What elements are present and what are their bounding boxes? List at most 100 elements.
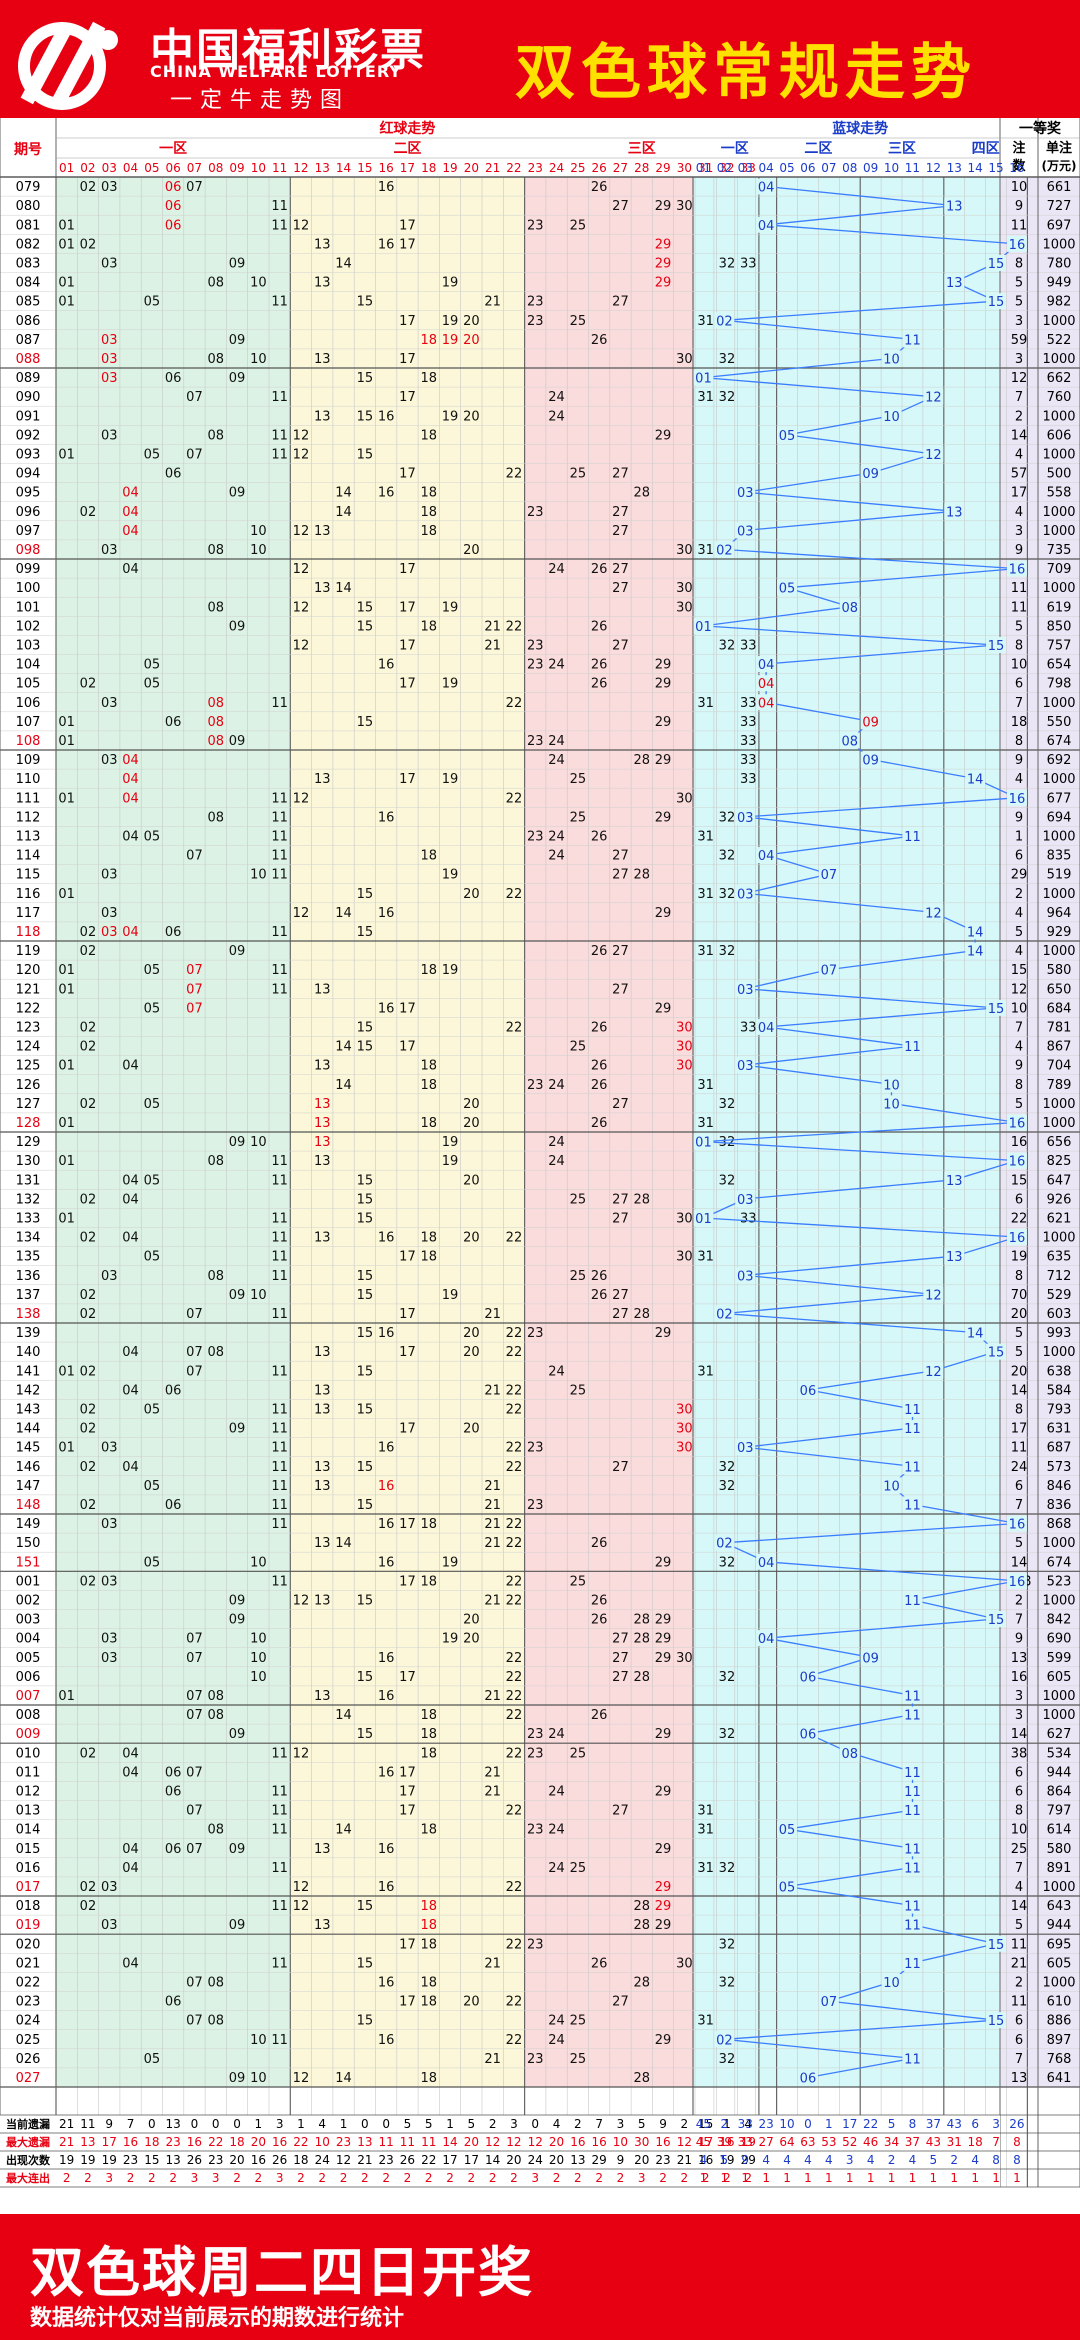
- issue-label: 124: [16, 1040, 41, 1055]
- red-ball: 21: [484, 1689, 501, 1704]
- blue-ball-bg: [923, 904, 944, 921]
- stats-red-value: 13: [570, 2153, 585, 2167]
- stats-blue-value: 1: [846, 2171, 854, 2185]
- red-col-header: 04: [123, 161, 138, 175]
- red-ball: 02: [80, 1574, 97, 1589]
- red-ball: 24: [548, 2014, 565, 2029]
- blue-ball-bg: [923, 1286, 944, 1303]
- stats-red-value: 2: [63, 2171, 71, 2185]
- blue-ball-bg: [881, 1973, 902, 1990]
- red-col-header: 03: [102, 161, 117, 175]
- blue-ball: 03: [737, 887, 754, 902]
- stats-red-value: 19: [719, 2153, 734, 2167]
- red-ball: 16: [378, 1555, 395, 1570]
- prize-amount: 760: [1047, 390, 1072, 405]
- red-ball: 17: [399, 600, 416, 615]
- blue-ball: 13: [946, 200, 963, 215]
- red-ball: 12: [293, 428, 310, 443]
- prize-count: 18: [1011, 715, 1028, 730]
- issue-label: 085: [16, 295, 41, 310]
- blue-ball: 16: [1009, 1575, 1026, 1590]
- prize-amount: 654: [1047, 658, 1072, 673]
- red-ball: 29: [655, 237, 672, 252]
- red-ball: 16: [378, 1880, 395, 1895]
- stats-red-value: 12: [485, 2135, 500, 2149]
- issue-label: 112: [16, 810, 41, 825]
- red-ball: 19: [442, 1135, 459, 1150]
- red-ball: 02: [80, 1899, 97, 1914]
- blue-ball: 07: [821, 868, 838, 883]
- stats-red-value: 3: [276, 2171, 284, 2185]
- red-ball: 24: [548, 1135, 565, 1150]
- blue-ball-bg: [902, 1802, 923, 1819]
- blue-ball: 11: [904, 1460, 921, 1475]
- stats-red-value: 17: [442, 2153, 457, 2167]
- blue-ball: 12: [925, 1365, 942, 1380]
- issue-label: 001: [16, 1574, 41, 1589]
- blue-ball: 11: [904, 830, 921, 845]
- red-ball: 07: [186, 1689, 203, 1704]
- stats-red-value: 17: [102, 2135, 117, 2149]
- red-ball: 15: [357, 600, 374, 615]
- red-ball: 13: [314, 352, 331, 367]
- red-ball: 07: [186, 1345, 203, 1360]
- stats-blue-value: 0: [804, 2117, 812, 2131]
- blue-ball: 11: [904, 1689, 921, 1704]
- red-ball: 21: [484, 1785, 501, 1800]
- red-ball: 13: [314, 1135, 331, 1150]
- red-ball: 29: [655, 1613, 672, 1628]
- prize-amount: 695: [1047, 1937, 1072, 1952]
- red-col-header: 13: [315, 161, 330, 175]
- red-ball: 20: [463, 314, 480, 329]
- stats-red-value: 23: [379, 2153, 394, 2167]
- red-ball: 31: [697, 1250, 714, 1265]
- prize-amount: 836: [1047, 1498, 1072, 1513]
- prize-amount: 1000: [1042, 505, 1075, 520]
- red-ball: 02: [80, 1231, 97, 1246]
- prize-amount: 674: [1047, 734, 1072, 749]
- red-ball: 04: [122, 772, 139, 787]
- red-ball: 29: [655, 1651, 672, 1666]
- prize-amount: 891: [1047, 1861, 1072, 1876]
- stats-blue-value: 52: [842, 2135, 857, 2149]
- blue-ball: 16: [1009, 1155, 1026, 1170]
- red-ball: 27: [612, 1995, 629, 2010]
- red-ball: 27: [612, 1670, 629, 1685]
- red-ball: 29: [655, 428, 672, 443]
- stats-red-value: 2: [468, 2171, 476, 2185]
- prize-amount: 835: [1047, 849, 1072, 864]
- red-ball: 30: [676, 352, 693, 367]
- red-ball: 21: [484, 2052, 501, 2067]
- red-ball: 18: [420, 1116, 437, 1131]
- prize-amount: 993: [1047, 1326, 1072, 1341]
- prize-amount: 610: [1047, 1995, 1072, 2010]
- blue-ball-bg: [902, 1400, 923, 1417]
- blue-ball-bg: [902, 1706, 923, 1723]
- prize-count: 15: [1011, 963, 1028, 978]
- red-ball: 14: [335, 1823, 352, 1838]
- stats-red-value: 23: [166, 2135, 181, 2149]
- red-ball: 19: [442, 1154, 459, 1169]
- stats-red-value: 22: [421, 2153, 436, 2167]
- issue-label: 010: [16, 1746, 41, 1761]
- red-ball: 06: [165, 1785, 182, 1800]
- stats-blue-value: 5: [721, 2153, 729, 2167]
- blue-ball: 15: [988, 639, 1005, 654]
- stats-red-value: 1: [446, 2117, 454, 2131]
- red-ball: 05: [144, 1097, 161, 1112]
- red-ball: 17: [399, 1765, 416, 1780]
- blue-ball: 11: [904, 1804, 921, 1819]
- stats-red-value: 0: [212, 2117, 220, 2131]
- red-ball: 29: [655, 257, 672, 272]
- issue-label: 021: [16, 1956, 41, 1971]
- prize-amount: 1000: [1042, 944, 1075, 959]
- red-ball: 22: [506, 1403, 523, 1418]
- issue-label: 011: [16, 1765, 41, 1780]
- issue-label: 139: [16, 1326, 41, 1341]
- issue-label: 134: [16, 1231, 41, 1246]
- red-ball: 10: [250, 1632, 267, 1647]
- stats-blue-value: 39: [717, 2135, 732, 2149]
- red-ball: 12: [293, 639, 310, 654]
- prize-amount: 1000: [1042, 448, 1075, 463]
- prize-count: 13: [1011, 1651, 1028, 1666]
